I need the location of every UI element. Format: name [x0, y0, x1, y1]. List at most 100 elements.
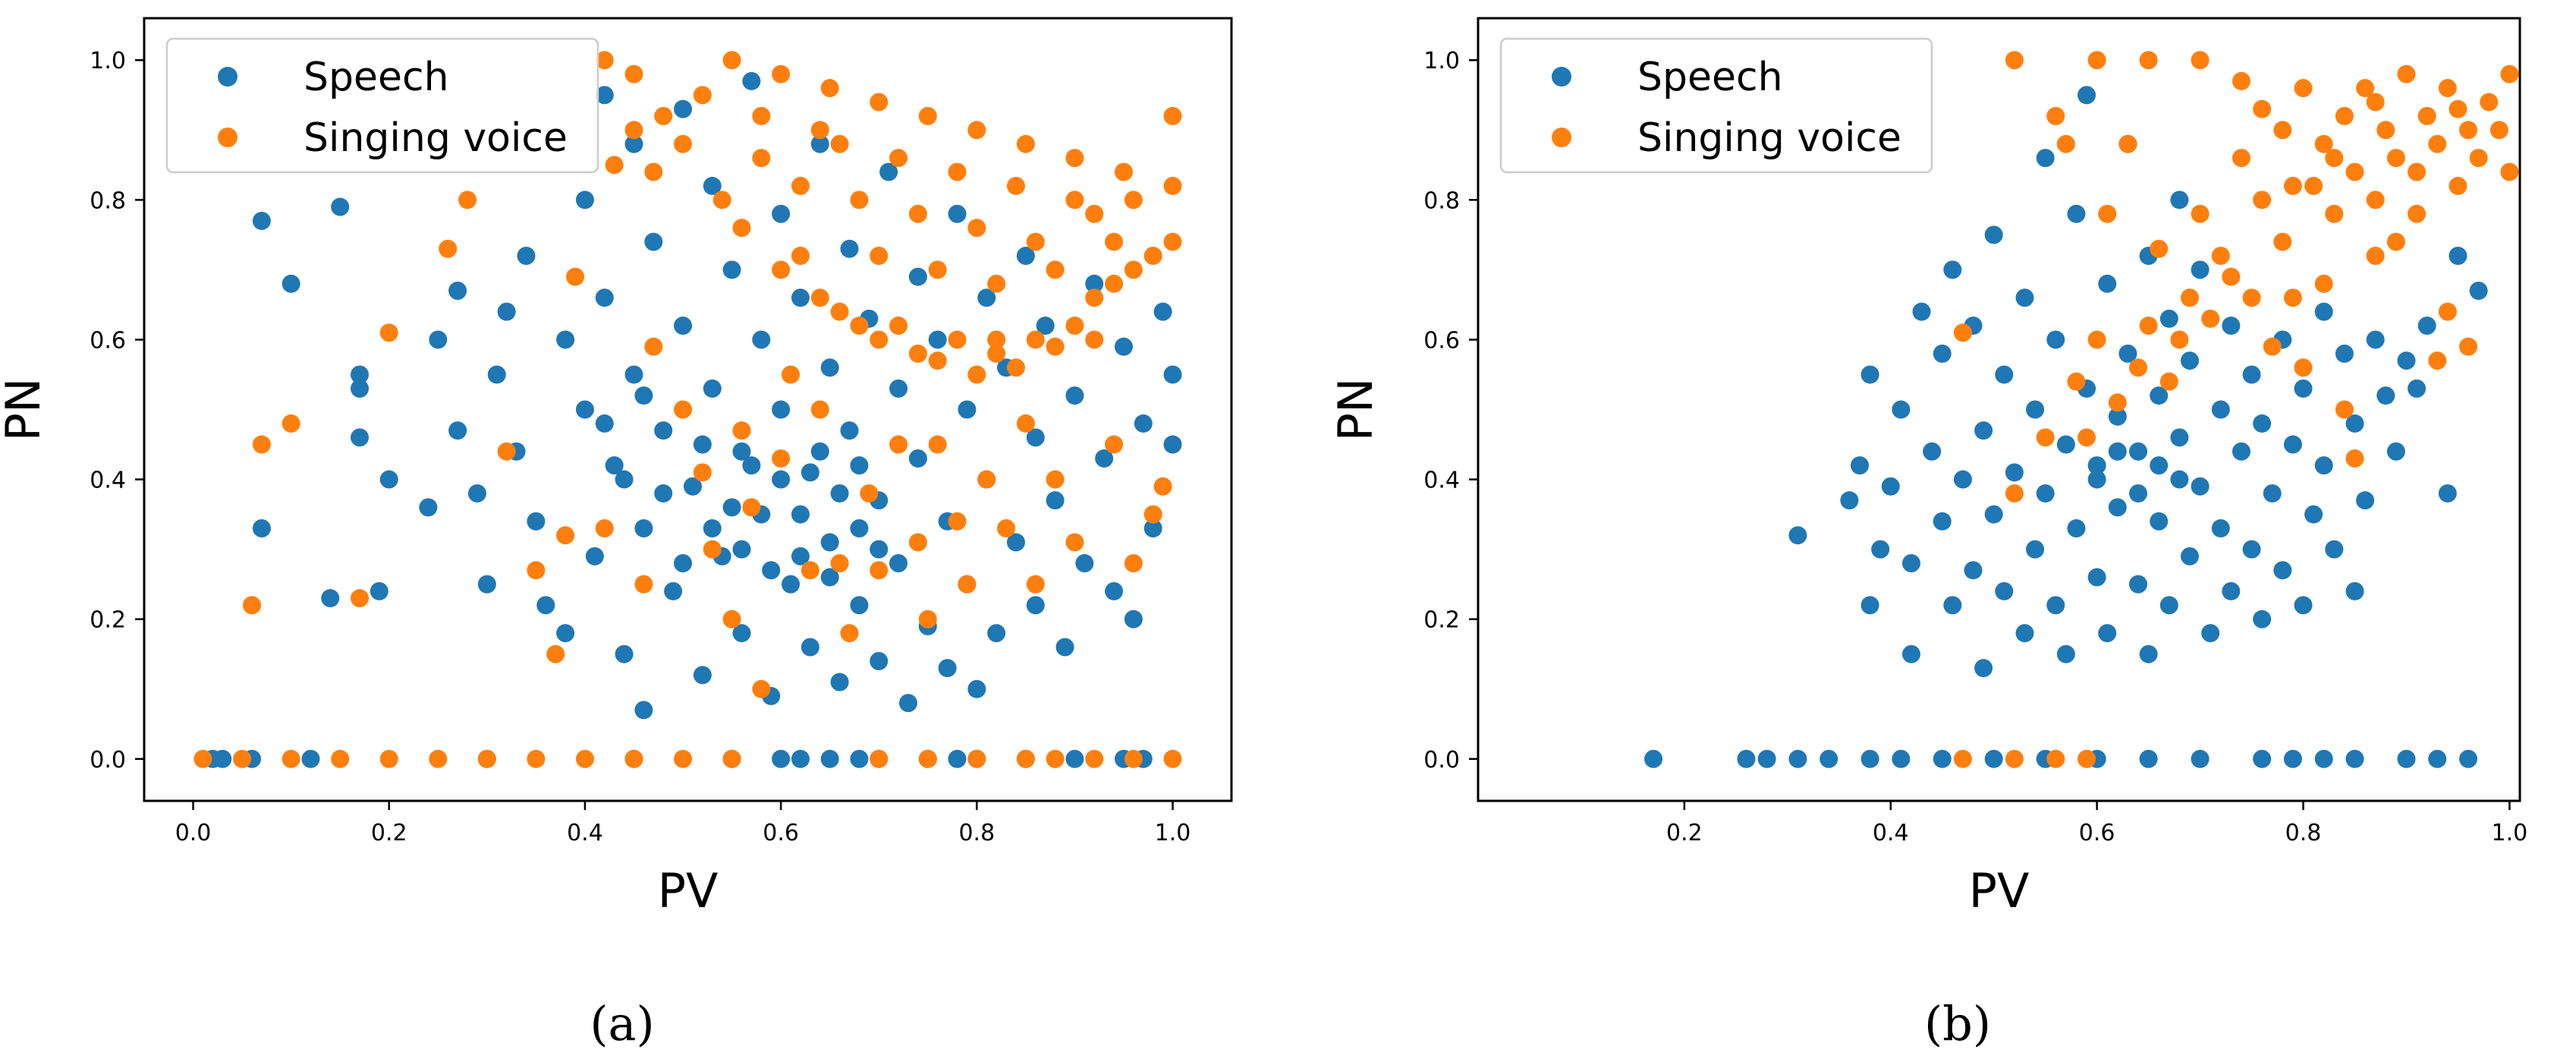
scatter-point	[624, 134, 643, 153]
scatter-point	[2438, 484, 2457, 503]
scatter-point	[2026, 400, 2045, 419]
scatter-point	[1995, 581, 2014, 600]
scatter-point	[782, 575, 800, 594]
scatter-point	[2129, 442, 2148, 461]
scatter-point	[918, 610, 937, 629]
scatter-point	[458, 191, 477, 210]
scatter-point	[772, 470, 791, 489]
scatter-point	[1892, 400, 1911, 419]
scatter-point	[2170, 470, 2189, 489]
scatter-point	[967, 219, 986, 238]
scatter-point	[820, 533, 839, 552]
scatter-point	[1016, 246, 1035, 265]
scatter-point	[1124, 191, 1143, 210]
scatter-point	[2067, 372, 2086, 391]
scatter-point	[2046, 749, 2065, 768]
scatter-point	[938, 659, 957, 678]
scatter-point	[1788, 749, 1807, 768]
scatter-point	[213, 749, 232, 768]
scatter-point	[536, 596, 555, 615]
scatter-point	[351, 589, 370, 608]
scatter-point	[252, 435, 271, 454]
scatter-point	[820, 358, 839, 377]
y-axis-label: PN	[1328, 378, 1383, 442]
scatter-point	[791, 749, 810, 768]
scatter-point	[1085, 749, 1104, 768]
x-tick-label: 0.4	[1873, 820, 1909, 846]
scatter-point	[1026, 596, 1045, 615]
x-tick-label: 0.6	[763, 820, 799, 846]
scatter-point	[2449, 176, 2467, 195]
scatter-point	[732, 624, 751, 643]
scatter-point	[2273, 121, 2292, 140]
scatter-point	[1046, 749, 1065, 768]
scatter-point	[752, 106, 771, 125]
scatter-point	[1163, 749, 1182, 768]
y-tick-label: 0.6	[90, 327, 126, 354]
scatter-point	[1984, 505, 2003, 524]
scatter-point	[2150, 512, 2169, 531]
scatter-point	[243, 596, 262, 615]
scatter-point	[634, 701, 653, 720]
scatter-point	[301, 749, 320, 768]
scatter-point	[624, 749, 643, 768]
scatter-point	[2139, 644, 2158, 663]
y-tick-label: 1.0	[90, 48, 126, 74]
scatter-point	[2150, 456, 2169, 475]
scatter-point	[2294, 358, 2313, 377]
scatter-point	[732, 219, 751, 238]
scatter-point	[252, 518, 271, 537]
x-tick-label: 0.8	[2285, 820, 2322, 846]
scatter-point	[1124, 554, 1143, 573]
scatter-point	[2180, 351, 2199, 370]
x-axis-label: PV	[658, 863, 719, 919]
scatter-point	[2397, 749, 2416, 768]
scatter-point	[2087, 330, 2106, 349]
scatter-point	[889, 379, 908, 398]
scatter-point	[527, 512, 546, 531]
scatter-point	[497, 302, 516, 321]
x-tick-label: 0.6	[2079, 820, 2115, 846]
legend-label: Singing voice	[1637, 115, 1901, 161]
scatter-point	[654, 421, 673, 440]
scatter-point	[2056, 435, 2075, 454]
scatter-point	[556, 624, 575, 643]
scatter-point	[1871, 540, 1890, 559]
scatter-point	[1943, 596, 1962, 615]
scatter-point	[2500, 65, 2519, 84]
series-singing-voice	[193, 51, 1182, 768]
scatter-point	[1105, 274, 1124, 293]
scatter-point	[870, 561, 889, 580]
scatter-point	[2325, 204, 2344, 223]
scatter-point	[830, 484, 849, 503]
scatter-point	[948, 330, 967, 349]
scatter-point	[2242, 540, 2261, 559]
scatter-point	[2118, 134, 2137, 153]
scatter-point	[2356, 79, 2375, 98]
scatter-point	[810, 121, 829, 140]
scatter-point	[527, 561, 546, 580]
scatter-point	[800, 561, 819, 580]
scatter-point	[2386, 232, 2405, 251]
scatter-point	[712, 191, 731, 210]
scatter-point	[2459, 121, 2478, 140]
scatter-point	[2314, 302, 2333, 321]
scatter-point	[2191, 51, 2210, 70]
scatter-point	[1006, 176, 1025, 195]
scatter-point	[2366, 330, 2385, 349]
scatter-point	[1046, 491, 1065, 510]
scatter-point	[1046, 260, 1065, 279]
scatter-point	[2490, 121, 2508, 140]
scatter-point	[2314, 749, 2333, 768]
scatter-point	[2345, 162, 2364, 181]
scatter-point	[820, 79, 839, 98]
scatter-point	[2253, 610, 2272, 629]
scatter-point	[2191, 749, 2210, 768]
scatter-point	[2191, 204, 2210, 223]
scatter-point	[2036, 149, 2055, 168]
scatter-point	[2108, 393, 2127, 412]
scatter-point	[2408, 162, 2427, 181]
scatter-point	[870, 93, 889, 112]
scatter-point	[1964, 561, 1983, 580]
y-tick-label: 1.0	[1423, 48, 1460, 74]
